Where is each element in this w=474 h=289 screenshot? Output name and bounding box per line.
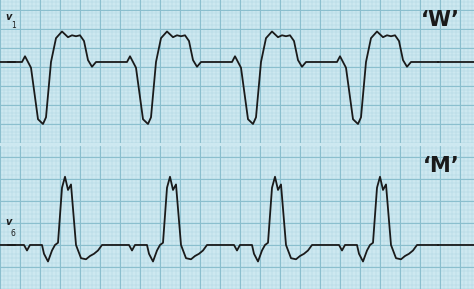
Text: 6: 6 — [11, 229, 16, 238]
Text: 1: 1 — [11, 21, 16, 29]
Text: ‘W’: ‘W’ — [421, 10, 460, 30]
Text: v: v — [5, 12, 11, 22]
Text: v: v — [5, 217, 11, 227]
Text: ‘M’: ‘M’ — [423, 156, 460, 176]
